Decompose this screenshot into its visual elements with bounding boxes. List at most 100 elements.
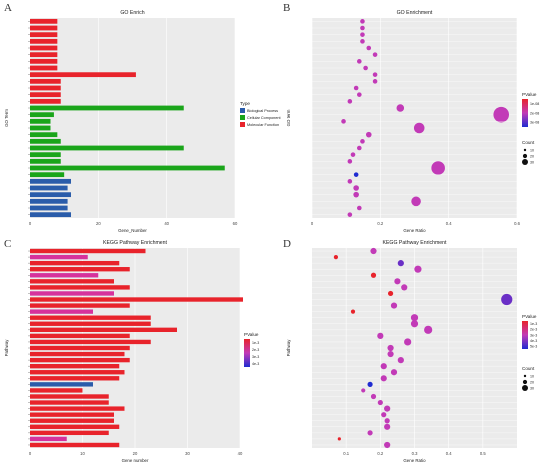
- panel-c-bar: [30, 254, 88, 260]
- panel-a-bar: [30, 72, 136, 78]
- panel-b-point: [396, 104, 405, 112]
- legend-c-pvalue-tick-label: 4e-3: [252, 362, 259, 366]
- legend-b-count-dot: [522, 153, 528, 159]
- legend-d-pvalue-tick-label: 5e-3: [530, 345, 537, 349]
- panel-b-point: [360, 139, 365, 144]
- panel-c-bar: [30, 436, 67, 442]
- legend-b-count-label: 30: [530, 160, 534, 164]
- panel-a-bar: [30, 125, 51, 131]
- legend-d-pvalue-tick-label: 2e-3: [530, 328, 537, 332]
- panel-c-bar: [30, 424, 120, 429]
- panel-d-point: [370, 393, 377, 400]
- panel-a-bar: [30, 52, 58, 58]
- panel-b-point: [365, 131, 372, 138]
- panel-d-point: [381, 412, 387, 418]
- panel-d-point: [410, 314, 419, 322]
- panel-d-point: [390, 369, 398, 376]
- panel-b-point: [372, 52, 378, 57]
- panel-d-point: [350, 309, 356, 314]
- panel-letter-a: A: [4, 2, 12, 14]
- panel-a-bar: [30, 118, 51, 124]
- panel-b-point: [366, 45, 372, 51]
- panel-d-x-tick-label: 0.1: [343, 451, 349, 456]
- panel-a-bar: [30, 205, 68, 211]
- panel-c-x-axis-label: Gene number: [122, 458, 149, 463]
- legend-type-label: Cellular Component: [247, 116, 282, 120]
- panel-a-bar: [30, 152, 61, 158]
- panel-b-x-tick-label: 0.6: [514, 221, 520, 226]
- panel-d-point: [384, 418, 390, 424]
- legend-type-swatch: [240, 122, 245, 127]
- panel-c-bar: [30, 291, 114, 296]
- panel-c-chart-title: KEGG Pathway Enrichment: [103, 240, 168, 246]
- legend-d-pvalue-tick-label: 1e-3: [530, 322, 537, 326]
- panel-c-x-tick-label: 20: [133, 451, 138, 456]
- panel-a-bar: [30, 132, 58, 138]
- legend-d-pvalue-tick-label: 3e-3: [530, 333, 537, 337]
- panel-a-bar: [30, 25, 58, 31]
- panel-d-point: [390, 302, 398, 309]
- panel-b-point: [360, 39, 365, 44]
- panel-b-point: [353, 185, 359, 191]
- panel-c-x-tick-label: 30: [185, 451, 190, 456]
- panel-d-x-tick-label: 0.3: [412, 451, 418, 456]
- panel-d-point: [404, 338, 412, 346]
- legend-b-pvalue-colorbar: [522, 99, 528, 127]
- panel-a-bar: [30, 172, 65, 178]
- legend-d-count-label: 10: [530, 374, 534, 378]
- panel-b-point: [347, 212, 353, 217]
- panel-c-bar: [30, 418, 114, 423]
- panel-b-x-tick-label: 0.4: [446, 221, 452, 226]
- panel-b-point: [372, 72, 378, 77]
- panel-d-point: [397, 357, 404, 364]
- panel-c-bar: [30, 285, 130, 290]
- panel-b-point: [353, 191, 359, 198]
- panel-a-bar: [30, 192, 71, 198]
- panel-a-x-tick-label: 20: [96, 221, 101, 226]
- panel-d-point: [401, 284, 408, 291]
- panel-d-point: [367, 430, 373, 436]
- panel-c-bar: [30, 370, 125, 375]
- panel-a-y-axis-label: GO Term: [4, 109, 9, 127]
- panel-b-point: [360, 19, 365, 24]
- panel-b-point: [431, 161, 445, 175]
- legend-type-label: Biological Process: [247, 109, 278, 113]
- panel-d-point: [387, 350, 394, 358]
- panel-b-point: [357, 92, 362, 97]
- panel-a-bar: [30, 58, 58, 64]
- panel-a-bar: [30, 105, 184, 111]
- panel-c-bar: [30, 376, 120, 381]
- panel-c-x-tick-label: 40: [238, 451, 243, 456]
- panel-d-point: [424, 325, 433, 334]
- panel-c-bar: [30, 267, 130, 272]
- panel-d-point: [337, 437, 341, 441]
- panel-c-bar: [30, 279, 114, 284]
- panel-b-x-axis-label: Gene Ratio: [403, 228, 426, 233]
- panel-c-bar: [30, 382, 93, 387]
- panel-a-x-axis-label: Gene_Number: [118, 228, 147, 233]
- panel-c-bar: [30, 406, 125, 411]
- panel-b-point: [360, 32, 365, 37]
- panel-d-point: [387, 344, 394, 352]
- panel-a-bar: [30, 45, 58, 51]
- panel-a-bar: [30, 78, 61, 84]
- legend-d-count-label: 30: [530, 386, 534, 390]
- panel-c-bar: [30, 430, 109, 436]
- panel-a-bar: [30, 65, 58, 71]
- panel-b-point: [357, 205, 362, 211]
- legend-d-pvalue-colorbar: [522, 321, 528, 349]
- panel-c-bar: [30, 309, 93, 314]
- legend-b-count-label: 10: [530, 148, 534, 152]
- legend-b-count-dot: [522, 159, 528, 165]
- panel-d-point: [414, 265, 422, 273]
- panel-d-y-axis-label: Pathway: [286, 339, 291, 357]
- panel-b-point: [347, 99, 353, 104]
- panel-a-bar: [30, 178, 71, 184]
- legend-type-label: Molecular Function: [247, 123, 279, 127]
- legend-b-pvalue-tick-label: 1e-08: [530, 102, 539, 106]
- panel-d-point: [377, 332, 384, 339]
- panel-c-x-tick-label: 0: [29, 451, 32, 456]
- panel-letter-c: C: [4, 238, 12, 250]
- panel-c-bar: [30, 303, 130, 308]
